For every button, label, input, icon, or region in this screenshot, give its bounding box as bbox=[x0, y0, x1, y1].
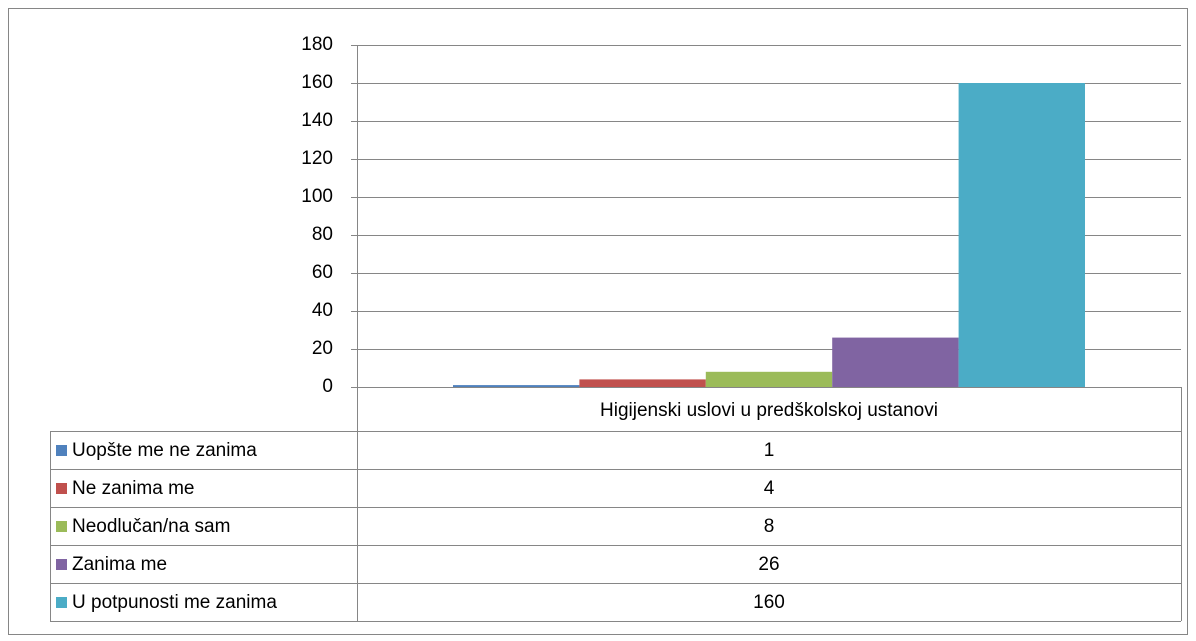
y-tick-label: 160 bbox=[301, 72, 333, 93]
legend-swatch bbox=[56, 521, 67, 532]
y-tick-label: 120 bbox=[301, 148, 333, 169]
table-header: Higijenski uslovi u predškolskoj ustanov… bbox=[600, 400, 938, 421]
legend-swatch bbox=[56, 559, 67, 570]
legend-label: Zanima me bbox=[72, 554, 167, 575]
legend-label: Ne zanima me bbox=[72, 478, 195, 499]
y-tick-label: 0 bbox=[322, 376, 333, 397]
legend-swatch bbox=[56, 445, 67, 456]
legend-label: Uopšte me ne zanima bbox=[72, 440, 257, 461]
table-value: 26 bbox=[758, 554, 779, 575]
legend-label: Neodlučan/na sam bbox=[72, 516, 230, 537]
bar bbox=[579, 379, 706, 387]
legend-label: U potpunosti me zanima bbox=[72, 592, 277, 613]
y-tick-label: 140 bbox=[301, 110, 333, 131]
table-value: 160 bbox=[753, 592, 785, 613]
y-tick-label: 180 bbox=[301, 34, 333, 55]
bar bbox=[705, 371, 833, 387]
table-value: 8 bbox=[764, 516, 775, 537]
y-tick-label: 40 bbox=[312, 300, 333, 321]
legend-swatch bbox=[56, 597, 67, 608]
table-value: 1 bbox=[764, 440, 775, 461]
legend-swatch bbox=[56, 483, 67, 494]
bar bbox=[958, 83, 1086, 387]
y-tick-label: 20 bbox=[312, 338, 333, 359]
y-tick-label: 100 bbox=[301, 186, 333, 207]
y-tick-label: 60 bbox=[312, 262, 333, 283]
table-value: 4 bbox=[764, 478, 775, 499]
bar bbox=[452, 385, 580, 387]
bar bbox=[832, 337, 959, 387]
y-tick-label: 80 bbox=[312, 224, 333, 245]
